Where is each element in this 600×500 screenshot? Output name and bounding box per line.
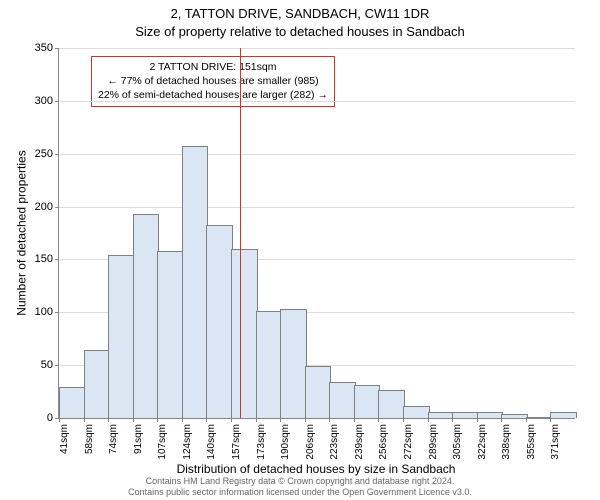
property-marker-line (240, 48, 241, 418)
footer-line2: Contains public sector information licen… (0, 487, 600, 498)
histogram-bar (182, 146, 209, 418)
x-tick-label: 322sqm (477, 424, 488, 460)
chart-title-line1: 2, TATTON DRIVE, SANDBACH, CW11 1DR (0, 6, 600, 21)
x-tick-mark (84, 418, 85, 422)
histogram-bar (354, 385, 381, 418)
x-tick-label: 338sqm (501, 424, 512, 460)
x-tick-label: 173sqm (256, 424, 267, 460)
x-tick-label: 272sqm (403, 424, 414, 460)
x-tick-label: 124sqm (182, 424, 193, 460)
y-tick-mark (55, 207, 59, 208)
y-tick-label: 350 (35, 42, 53, 54)
x-tick-mark (231, 418, 232, 422)
histogram-bar (157, 251, 184, 418)
x-tick-label: 371sqm (550, 424, 561, 460)
x-tick-mark (182, 418, 183, 422)
x-tick-label: 74sqm (108, 424, 119, 454)
y-axis-label: Number of detached properties (12, 48, 32, 418)
histogram-bar (526, 417, 553, 418)
y-axis-label-text: Number of detached properties (15, 150, 29, 315)
histogram-bar (501, 414, 528, 418)
histogram-bar (256, 311, 283, 418)
chart-plot-area: 2 TATTON DRIVE: 151sqm ← 77% of detached… (58, 48, 575, 419)
histogram-bar (378, 390, 405, 418)
chart-footer: Contains HM Land Registry data © Crown c… (0, 476, 600, 499)
x-tick-label: 58sqm (84, 424, 95, 454)
histogram-bar (329, 382, 356, 418)
y-tick-label: 100 (35, 306, 53, 318)
gridline-h (59, 154, 575, 155)
histogram-bar (403, 406, 430, 418)
x-tick-mark (378, 418, 379, 422)
y-tick-label: 0 (47, 412, 53, 424)
y-tick-label: 200 (35, 201, 53, 213)
y-tick-mark (55, 101, 59, 102)
x-tick-label: 206sqm (305, 424, 316, 460)
x-tick-mark (329, 418, 330, 422)
x-tick-mark (550, 418, 551, 422)
y-tick-mark (55, 312, 59, 313)
y-tick-mark (55, 48, 59, 49)
y-tick-label: 250 (35, 148, 53, 160)
x-axis-label: Distribution of detached houses by size … (58, 462, 574, 476)
histogram-bar (428, 412, 455, 418)
gridline-h (59, 101, 575, 102)
x-tick-label: 91sqm (133, 424, 144, 454)
x-tick-mark (477, 418, 478, 422)
y-tick-label: 300 (35, 95, 53, 107)
y-tick-mark (55, 259, 59, 260)
y-tick-label: 150 (35, 253, 53, 265)
histogram-bar (550, 412, 577, 418)
chart-title-line2: Size of property relative to detached ho… (0, 24, 600, 39)
info-line-smaller: ← 77% of detached houses are smaller (98… (98, 74, 328, 88)
histogram-bar (133, 214, 160, 418)
footer-line1: Contains HM Land Registry data © Crown c… (0, 476, 600, 487)
x-tick-mark (59, 418, 60, 422)
histogram-bar (206, 225, 233, 418)
y-tick-mark (55, 154, 59, 155)
histogram-bar (452, 412, 479, 418)
marker-info-box: 2 TATTON DRIVE: 151sqm ← 77% of detached… (91, 56, 335, 107)
x-tick-mark (305, 418, 306, 422)
x-tick-mark (428, 418, 429, 422)
x-tick-mark (108, 418, 109, 422)
histogram-bar (305, 366, 332, 418)
histogram-bar (280, 309, 307, 418)
x-tick-label: 355sqm (526, 424, 537, 460)
x-tick-label: 157sqm (231, 424, 242, 460)
x-tick-mark (256, 418, 257, 422)
x-tick-label: 256sqm (378, 424, 389, 460)
x-tick-mark (157, 418, 158, 422)
histogram-bar (108, 255, 135, 418)
y-tick-mark (55, 365, 59, 366)
x-tick-mark (280, 418, 281, 422)
gridline-h (59, 207, 575, 208)
x-tick-label: 140sqm (206, 424, 217, 460)
x-tick-label: 107sqm (157, 424, 168, 460)
histogram-bar (84, 350, 111, 418)
x-tick-mark (501, 418, 502, 422)
x-tick-label: 305sqm (452, 424, 463, 460)
histogram-bar (231, 249, 258, 418)
histogram-bar (59, 387, 86, 418)
x-tick-label: 41sqm (59, 424, 70, 454)
histogram-bar (477, 412, 504, 418)
info-line-property: 2 TATTON DRIVE: 151sqm (98, 60, 328, 74)
x-tick-mark (452, 418, 453, 422)
y-tick-label: 50 (41, 359, 53, 371)
x-tick-mark (526, 418, 527, 422)
x-tick-mark (403, 418, 404, 422)
x-tick-mark (354, 418, 355, 422)
gridline-h (59, 48, 575, 49)
x-tick-mark (206, 418, 207, 422)
x-tick-label: 239sqm (354, 424, 365, 460)
x-tick-label: 289sqm (428, 424, 439, 460)
x-tick-label: 223sqm (329, 424, 340, 460)
x-tick-label: 190sqm (280, 424, 291, 460)
x-tick-mark (133, 418, 134, 422)
